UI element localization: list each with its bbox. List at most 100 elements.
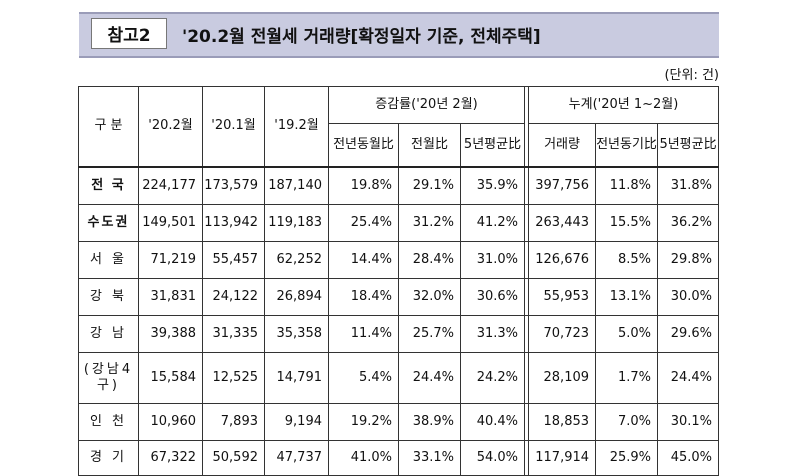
- cell-avg5: 31.3%: [459, 315, 526, 353]
- cell-avg5: 41.2%: [459, 204, 526, 242]
- cell-yoy: 19.2%: [328, 403, 399, 441]
- cell-avg5: 40.4%: [459, 403, 526, 441]
- row-label: 강 북: [78, 278, 139, 316]
- cell-avg5: 24.2%: [459, 352, 526, 404]
- cell-cum-avg5: 24.4%: [657, 352, 720, 404]
- cell-cum: 397,756: [528, 166, 597, 205]
- cell-cum-avg5: 36.2%: [657, 204, 720, 242]
- cell-yoy: 18.4%: [328, 278, 399, 316]
- cell-cum-yoy: 25.9%: [595, 440, 659, 476]
- cell-feb19: 119,183: [264, 204, 329, 242]
- cell-feb19: 35,358: [264, 315, 329, 353]
- header-row: 구 분 '20.2월 '20.1월 '19.2월 증감률('20년 2월) 누계…: [78, 86, 720, 168]
- cell-mom: 25.7%: [398, 315, 461, 353]
- cell-cum-avg5: 45.0%: [657, 440, 720, 476]
- cell-jan20: 7,893: [202, 403, 265, 441]
- cell-cum-yoy: 11.8%: [595, 166, 659, 205]
- col-jan20: '20.1월: [202, 86, 265, 168]
- cell-yoy: 11.4%: [328, 315, 399, 353]
- cell-jan20: 113,942: [202, 204, 265, 242]
- cell-avg5: 54.0%: [459, 440, 526, 476]
- cell-feb20: 31,831: [138, 278, 203, 316]
- cell-feb19: 9,194: [264, 403, 329, 441]
- cell-cum-avg5: 30.1%: [657, 403, 720, 441]
- cell-mom: 29.1%: [398, 166, 461, 205]
- col-cum-avg5: 5년평균比: [657, 123, 720, 168]
- cell-cum-avg5: 30.0%: [657, 278, 720, 316]
- cell-jan20: 31,335: [202, 315, 265, 353]
- title-bar: [79, 12, 719, 58]
- table-row: 서 울 71,219 55,457 62,252 14.4% 28.4% 31.0% 126,…: [78, 241, 720, 279]
- cell-mom: 31.2%: [398, 204, 461, 242]
- col-feb20: '20.2월: [138, 86, 203, 168]
- cell-jan20: 55,457: [202, 241, 265, 279]
- cell-cum: 18,853: [528, 403, 597, 441]
- cell-cum: 70,723: [528, 315, 597, 353]
- cell-yoy: 5.4%: [328, 352, 399, 404]
- cell-yoy: 14.4%: [328, 241, 399, 279]
- cell-cum: 55,953: [528, 278, 597, 316]
- row-label: 강 남: [78, 315, 139, 353]
- section-badge: 참고2: [91, 18, 167, 49]
- cell-mom: 28.4%: [398, 241, 461, 279]
- cell-cum-avg5: 29.6%: [657, 315, 720, 353]
- col-region: 구 분: [78, 86, 139, 168]
- col-cum-yoy: 전년동기比: [595, 123, 659, 168]
- table-row: (강남4구) 15,584 12,525 14,791 5.4% 24.4% 24.2% 28…: [78, 352, 720, 404]
- cell-feb20: 15,584: [138, 352, 203, 404]
- page-title: '20.2월 전월세 거래량[확정일자 기준, 전체주택]: [182, 27, 541, 47]
- cell-feb20: 71,219: [138, 241, 203, 279]
- row-label: 인 천: [78, 403, 139, 441]
- col-mom: 전월比: [398, 123, 461, 168]
- col-feb19: '19.2월: [264, 86, 329, 168]
- cell-mom: 38.9%: [398, 403, 461, 441]
- col-cumulative-group: 누계('20년 1~2월): [528, 86, 720, 124]
- table-row: 수도권 149,501 113,942 119,183 25.4% 31.2% 41.2% 2…: [78, 204, 720, 242]
- cell-feb19: 47,737: [264, 440, 329, 476]
- unit-note: (단위: 건): [664, 68, 719, 83]
- cell-feb20: 149,501: [138, 204, 203, 242]
- row-label: 서 울: [78, 241, 139, 279]
- cell-cum-yoy: 13.1%: [595, 278, 659, 316]
- cell-cum: 28,109: [528, 352, 597, 404]
- cell-cum: 126,676: [528, 241, 597, 279]
- cell-yoy: 19.8%: [328, 166, 399, 205]
- cell-yoy: 41.0%: [328, 440, 399, 476]
- cell-jan20: 24,122: [202, 278, 265, 316]
- cell-mom: 24.4%: [398, 352, 461, 404]
- cell-jan20: 173,579: [202, 166, 265, 205]
- cell-yoy: 25.4%: [328, 204, 399, 242]
- cell-cum-yoy: 15.5%: [595, 204, 659, 242]
- cell-feb19: 26,894: [264, 278, 329, 316]
- table-row: 강 남 39,388 31,335 35,358 11.4% 25.7% 31.3% 70,7…: [78, 315, 720, 353]
- row-label: 전 국: [78, 166, 139, 205]
- row-label: (강남4구): [78, 352, 139, 404]
- cell-cum-avg5: 29.8%: [657, 241, 720, 279]
- cell-mom: 32.0%: [398, 278, 461, 316]
- data-table: 구 분 '20.2월 '20.1월 '19.2월 증감률('20년 2월) 누계…: [78, 86, 720, 476]
- cell-avg5: 30.6%: [459, 278, 526, 316]
- table-row: 전 국 224,177 173,579 187,140 19.8% 29.1% 35.9% 3…: [78, 166, 720, 205]
- cell-cum-avg5: 31.8%: [657, 166, 720, 205]
- cell-avg5: 35.9%: [459, 166, 526, 205]
- cell-feb19: 187,140: [264, 166, 329, 205]
- cell-feb20: 39,388: [138, 315, 203, 353]
- cell-feb19: 14,791: [264, 352, 329, 404]
- cell-jan20: 50,592: [202, 440, 265, 476]
- cell-cum: 263,443: [528, 204, 597, 242]
- cell-cum: 117,914: [528, 440, 597, 476]
- table-row: 경 기 67,322 50,592 47,737 41.0% 33.1% 54.0% 117,…: [78, 440, 720, 476]
- cell-cum-yoy: 1.7%: [595, 352, 659, 404]
- table-body: 전 국 224,177 173,579 187,140 19.8% 29.1% 35.9% 3…: [78, 166, 720, 476]
- col-avg5: 5년평균比: [459, 123, 526, 168]
- cell-cum-yoy: 8.5%: [595, 241, 659, 279]
- row-label: 수도권: [78, 204, 139, 242]
- col-yoy: 전년동월比: [328, 123, 399, 168]
- table-row: 인 천 10,960 7,893 9,194 19.2% 38.9% 40.4% 18,853…: [78, 403, 720, 441]
- cell-jan20: 12,525: [202, 352, 265, 404]
- cell-feb20: 10,960: [138, 403, 203, 441]
- cell-feb20: 224,177: [138, 166, 203, 205]
- table-row: 강 북 31,831 24,122 26,894 18.4% 32.0% 30.6% 55,9…: [78, 278, 720, 316]
- cell-feb19: 62,252: [264, 241, 329, 279]
- cell-avg5: 31.0%: [459, 241, 526, 279]
